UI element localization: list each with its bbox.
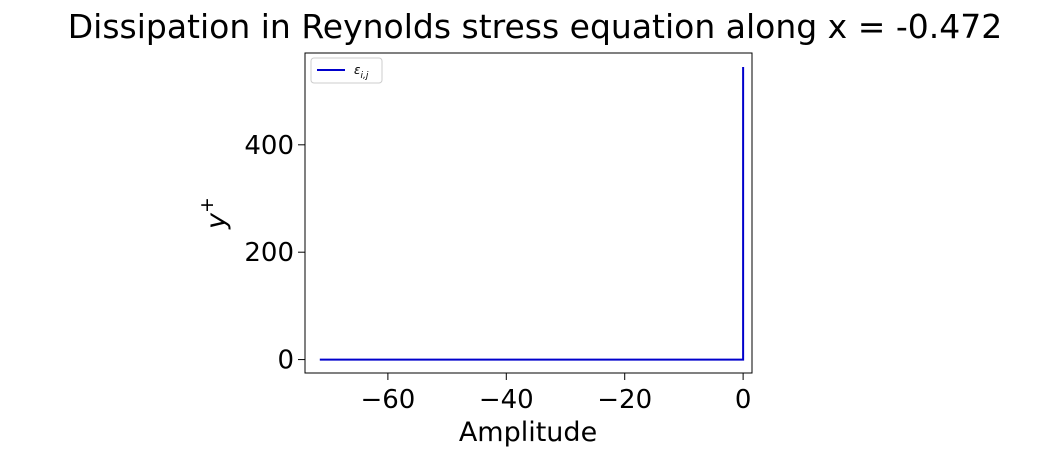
y-tick-label: 0 [277,346,294,376]
x-tick-label: 0 [735,385,752,415]
legend-label-main: ε [354,63,361,77]
series-line-0 [319,66,745,361]
y-axis-label: y+ [196,197,232,230]
axes-frame [304,52,753,374]
x-tick-label: −40 [479,385,534,415]
plot-area [304,52,753,374]
x-axis-ticks: −60 −40 −20 0 [360,373,751,415]
x-tick-label: −20 [597,385,652,415]
y-axis-label-main: y [201,212,232,230]
x-axis-label: Amplitude [459,417,597,448]
y-axis-label-superscript: + [196,197,218,213]
legend-box [310,57,383,84]
legend-label-subscript: i,j [361,71,369,81]
series-layer [319,66,745,361]
x-tick-label: −60 [360,385,415,415]
y-axis-label-group: y+ [196,197,232,230]
chart-title: Dissipation in Reynolds stress equation … [68,7,1002,46]
y-tick-label: 200 [244,238,294,268]
legend-label: εi,j [354,63,369,81]
y-tick-label: 400 [244,131,294,161]
y-axis-ticks: 0 200 400 [244,131,305,376]
legend: εi,j [310,57,383,84]
